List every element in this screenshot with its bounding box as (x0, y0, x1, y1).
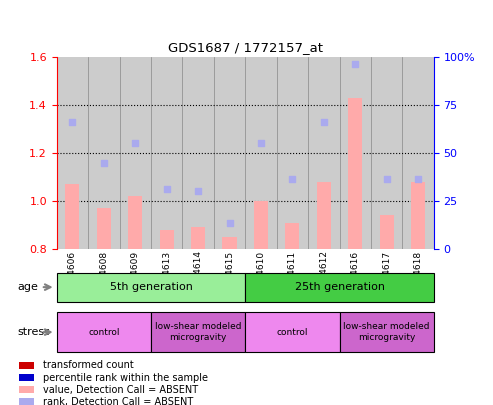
Point (383, 176, 390, 183)
Bar (222, 237, 237, 249)
Text: low-shear modeled
microgravity: low-shear modeled microgravity (155, 322, 242, 342)
Point (288, 176, 296, 183)
Point (352, 61, 359, 67)
Point (194, 188, 202, 194)
Text: control: control (88, 328, 120, 337)
Text: low-shear modeled
microgravity: low-shear modeled microgravity (344, 322, 430, 342)
Text: age: age (17, 282, 38, 292)
Bar (57, 57, 88, 249)
Bar (277, 57, 308, 249)
Point (163, 186, 171, 192)
Point (131, 140, 139, 147)
Bar (411, 182, 425, 249)
Bar (19, 399, 34, 405)
Bar (97, 208, 111, 249)
Bar (19, 374, 34, 381)
Bar (285, 223, 299, 249)
Bar (66, 184, 79, 249)
Bar (19, 362, 34, 369)
Bar (380, 215, 394, 249)
Bar (254, 201, 268, 249)
Bar (371, 57, 402, 249)
Bar (245, 57, 277, 249)
Bar (340, 57, 371, 249)
Text: percentile rank within the sample: percentile rank within the sample (43, 373, 208, 382)
Bar (119, 57, 151, 249)
Bar (151, 57, 182, 249)
Point (320, 118, 328, 125)
Text: stress: stress (17, 327, 50, 337)
Bar (182, 57, 214, 249)
Text: rank, Detection Call = ABSENT: rank, Detection Call = ABSENT (43, 397, 193, 405)
Point (69, 118, 76, 125)
Bar (88, 57, 119, 249)
Title: GDS1687 / 1772157_at: GDS1687 / 1772157_at (168, 41, 323, 54)
Bar (317, 182, 331, 249)
Point (226, 220, 234, 226)
Bar (19, 386, 34, 393)
Text: 5th generation: 5th generation (109, 282, 192, 292)
Bar (160, 230, 174, 249)
Bar (214, 57, 246, 249)
Text: 25th generation: 25th generation (294, 282, 385, 292)
Text: transformed count: transformed count (43, 360, 134, 371)
Bar (128, 196, 142, 249)
Point (100, 159, 108, 166)
Bar (308, 57, 340, 249)
Text: control: control (277, 328, 308, 337)
Point (414, 176, 422, 183)
Bar (348, 98, 362, 249)
Bar (402, 57, 434, 249)
Text: value, Detection Call = ABSENT: value, Detection Call = ABSENT (43, 385, 198, 394)
Point (257, 140, 265, 147)
Bar (191, 228, 205, 249)
